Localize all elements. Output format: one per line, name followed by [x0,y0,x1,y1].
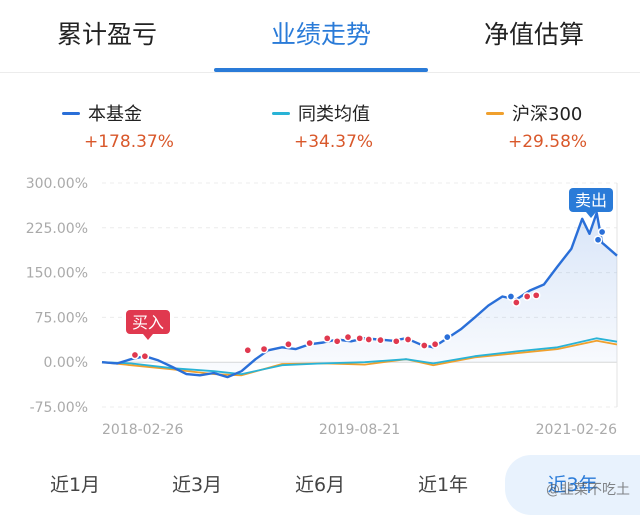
trade-marker [243,345,253,355]
legend-fund: 本基金 +178.37% [62,100,174,160]
trade-marker [355,333,365,343]
range-3-months[interactable]: 近3月 [171,474,223,496]
range-1-year[interactable]: 近1年 [417,474,469,496]
trade-marker [284,339,293,349]
legend-csi300: 沪深300 +29.58% [486,100,587,160]
trade-marker [403,335,413,344]
tab-cumulative-pnl[interactable]: 累计盈亏 [56,20,157,49]
legend-peer-average: 同类均值 +34.37% [272,100,373,160]
y-tick-label: 150.00% [26,266,88,282]
legend-swatch-csi300 [486,111,504,115]
y-tick-label: 75.00% [35,310,88,326]
trade-marker [511,298,521,307]
sell-marker-badge: 卖出 [569,188,613,218]
trade-marker [522,292,532,301]
fund-area-fill [102,212,617,378]
trade-marker [332,336,342,346]
trade-marker [322,333,332,343]
trade-marker [442,332,452,342]
legend-value-peer: +34.37% [294,132,374,152]
y-tick-label: 0.00% [44,355,88,371]
trade-marker [364,335,374,344]
legend-label-fund: 本基金 [88,104,142,125]
x-tick-label: 2019-08-21 [319,422,400,438]
trade-marker [419,341,429,350]
tab-bar: 累计盈亏 业绩走势 净值估算 [0,0,640,73]
trade-marker [506,292,516,301]
tab-performance-trend[interactable]: 业绩走势 [270,20,371,49]
legend-swatch-fund [62,111,80,115]
legend-value-fund: +178.37% [84,132,174,152]
performance-line-chart[interactable]: 300.00% 225.00% 150.00% 75.00% 0.00% -75.00% 2… [0,160,640,450]
watermark: @韭菜不吃土 [546,482,630,498]
trade-marker [376,335,385,345]
trade-marker [140,351,150,361]
legend-value-csi300: +29.58% [508,132,588,152]
active-tab-indicator [214,68,428,72]
trade-marker [130,350,140,360]
range-selector: 近1月 近3月 近6月 近1年 近3年 [0,455,640,515]
x-tick-label: 2018-02-26 [102,422,183,438]
trade-marker [259,344,269,354]
series-line [101,337,618,375]
trade-marker [597,227,607,237]
annotation-label: 买入 [132,313,164,332]
trade-marker [593,235,603,245]
y-tick-label: -75.00% [30,400,88,416]
legend-label-peer: 同类均值 [298,104,370,125]
legend-swatch-peer [272,111,290,115]
x-tick-label: 2021-02-26 [536,422,617,438]
trade-marker [305,338,314,348]
range-1-month[interactable]: 近1月 [49,474,101,496]
y-tick-label: 300.00% [26,176,88,192]
tab-nav-estimate[interactable]: 净值估算 [483,20,584,49]
legend-label-csi300: 沪深300 [512,104,583,125]
trade-marker [343,332,353,342]
range-3-years[interactable]: 近3年 [505,455,640,515]
series-line [101,339,618,377]
trade-marker [391,336,401,346]
buy-marker-badge: 买入 [126,310,170,340]
range-6-months[interactable]: 近6月 [294,474,346,496]
annotation-label: 卖出 [575,191,607,210]
y-tick-label: 225.00% [26,221,88,237]
trade-marker [531,290,541,300]
trade-marker [430,339,440,349]
